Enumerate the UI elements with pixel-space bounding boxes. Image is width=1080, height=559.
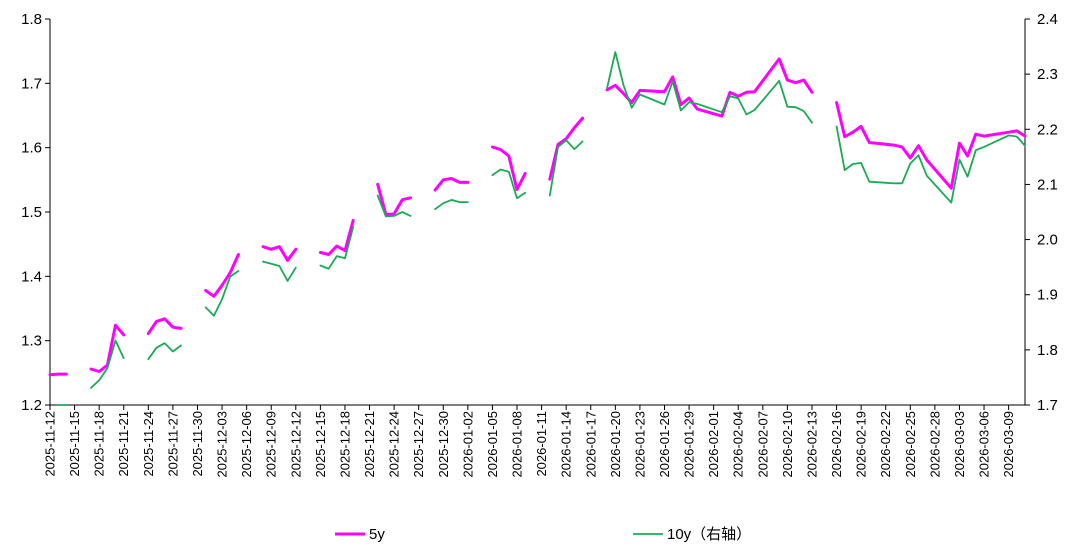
series-line-10y bbox=[434, 198, 469, 211]
series-line-5y bbox=[146, 317, 183, 336]
x-tick-label: 2026-02-16 bbox=[829, 411, 844, 478]
y-tick-label-right: 1.7 bbox=[1037, 397, 1058, 414]
x-tick-label: 2025-11-12 bbox=[43, 411, 58, 477]
x-tick-label: 2026-02-01 bbox=[706, 411, 721, 478]
y-tick-label-left: 1.6 bbox=[21, 140, 42, 157]
x-tick-label: 2026-03-03 bbox=[952, 411, 967, 478]
x-tick-label: 2026-01-14 bbox=[559, 411, 574, 478]
legend-label-5y: 5y bbox=[369, 526, 385, 543]
series-line-5y bbox=[261, 245, 298, 262]
x-tick-label: 2026-01-11 bbox=[534, 411, 549, 477]
series-line-10y bbox=[491, 168, 527, 200]
x-tick-label: 2025-12-27 bbox=[411, 411, 426, 478]
x-tick-label: 2026-01-29 bbox=[682, 411, 697, 478]
series-line-5y bbox=[318, 218, 355, 256]
y-tick-label-right: 2.1 bbox=[1037, 176, 1058, 193]
x-tick-label: 2026-02-04 bbox=[731, 411, 746, 478]
x-tick-label: 2026-02-28 bbox=[927, 411, 942, 478]
series-line-5y bbox=[48, 372, 68, 377]
y-tick-label-left: 1.7 bbox=[21, 75, 42, 92]
x-tick-label: 2026-02-25 bbox=[903, 411, 918, 478]
x-tick-label: 2026-01-20 bbox=[608, 411, 623, 478]
x-tick-label: 2025-11-18 bbox=[92, 411, 107, 477]
y-tick-label-left: 1.8 bbox=[21, 11, 42, 28]
y-tick-label-left: 1.5 bbox=[21, 204, 42, 221]
y-tick-label-right: 2.3 bbox=[1037, 66, 1058, 83]
x-tick-label: 2026-01-23 bbox=[632, 411, 647, 478]
series-line-10y bbox=[548, 139, 584, 197]
y-tick-label-left: 1.2 bbox=[21, 397, 42, 414]
x-tick-label: 2025-11-30 bbox=[190, 411, 205, 477]
x-tick-label: 2025-11-15 bbox=[67, 411, 82, 477]
x-tick-label: 2026-01-02 bbox=[460, 411, 475, 478]
x-tick-label: 2026-01-17 bbox=[583, 411, 598, 478]
x-tick-label: 2025-12-12 bbox=[288, 411, 303, 478]
axes: 1.2 1.3 1.4 1.5 1.6 1.7 1.8 1.7 1.8 1.9 2.0 2.1 2.2 2… bbox=[21, 11, 1058, 478]
x-tick-label: 2026-01-08 bbox=[510, 411, 525, 478]
x-tick-label: 2025-12-03 bbox=[215, 411, 230, 478]
x-tick-label: 2026-01-05 bbox=[485, 411, 500, 478]
x-tick-label: 2026-02-07 bbox=[755, 411, 770, 478]
series-lines bbox=[48, 51, 1027, 406]
series-line-10y bbox=[606, 51, 813, 124]
series-line-5y bbox=[605, 57, 814, 118]
legend-label-10y: 10y（右轴） bbox=[667, 526, 751, 543]
series-line-10y bbox=[376, 194, 412, 218]
x-tick-label: 2026-03-06 bbox=[977, 411, 992, 478]
x-tick-label: 2026-02-19 bbox=[854, 411, 869, 478]
series-line-10y bbox=[90, 339, 125, 389]
series-line-10y bbox=[147, 342, 183, 361]
legend: 5y 10y（右轴） bbox=[335, 526, 751, 543]
x-tick-label: 2025-11-27 bbox=[165, 411, 180, 477]
series-line-5y bbox=[376, 182, 412, 217]
series-line-10y bbox=[204, 270, 240, 317]
y-tick-label-right: 1.8 bbox=[1037, 342, 1058, 359]
y-tick-label-right: 2.0 bbox=[1037, 232, 1058, 249]
x-tick-label: 2026-02-10 bbox=[780, 411, 795, 478]
x-tick-label: 2025-12-09 bbox=[264, 411, 279, 478]
y-tick-label-right: 1.9 bbox=[1037, 287, 1058, 304]
x-tick-label: 2025-12-24 bbox=[387, 411, 402, 478]
x-tick-label: 2026-03-09 bbox=[1001, 411, 1016, 478]
x-tick-label: 2025-12-15 bbox=[313, 411, 328, 478]
y-tick-label-right: 2.4 bbox=[1037, 11, 1058, 28]
series-line-10y bbox=[835, 125, 1026, 204]
series-line-5y bbox=[835, 101, 1027, 190]
x-tick-label: 2025-12-30 bbox=[436, 411, 451, 478]
series-line-10y bbox=[319, 225, 355, 270]
x-tick-label: 2025-11-24 bbox=[141, 411, 156, 477]
series-line-5y bbox=[490, 145, 527, 191]
x-tick-label: 2025-12-21 bbox=[362, 411, 377, 478]
x-tick-label: 2025-11-21 bbox=[116, 411, 131, 477]
x-tick-label: 2025-12-06 bbox=[239, 411, 254, 478]
y-tick-label-right: 2.2 bbox=[1037, 121, 1058, 138]
series-line-10y bbox=[262, 260, 297, 282]
x-tick-label: 2025-12-18 bbox=[337, 411, 352, 478]
x-tick-label: 2026-01-26 bbox=[657, 411, 672, 478]
series-line-5y bbox=[204, 253, 240, 298]
y-tick-label-left: 1.3 bbox=[21, 333, 42, 350]
y-tick-label-left: 1.4 bbox=[21, 268, 42, 285]
x-tick-label: 2026-02-13 bbox=[804, 411, 819, 478]
series-line-5y bbox=[433, 177, 470, 192]
x-tick-label: 2026-02-22 bbox=[878, 411, 893, 478]
series-line-5y bbox=[548, 116, 585, 181]
